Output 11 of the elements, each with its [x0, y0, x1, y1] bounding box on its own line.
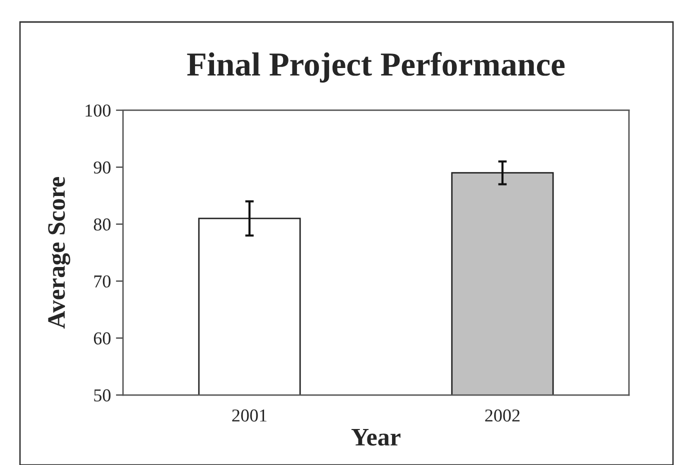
chart-title: Final Project Performance	[187, 52, 565, 83]
y-tick-label: 60	[94, 332, 111, 344]
y-tick-label: 100	[86, 104, 111, 117]
y-tick-label: 90	[94, 161, 111, 174]
y-tick-label: 70	[94, 275, 111, 288]
y-tick-label: 50	[94, 389, 111, 402]
x-tick-label: 2002	[485, 409, 520, 422]
x-tick-label: 2001	[232, 409, 266, 422]
y-tick-label: 80	[94, 218, 111, 231]
y-axis-title: Average Score	[48, 177, 70, 329]
x-axis-title: Year	[351, 429, 400, 446]
